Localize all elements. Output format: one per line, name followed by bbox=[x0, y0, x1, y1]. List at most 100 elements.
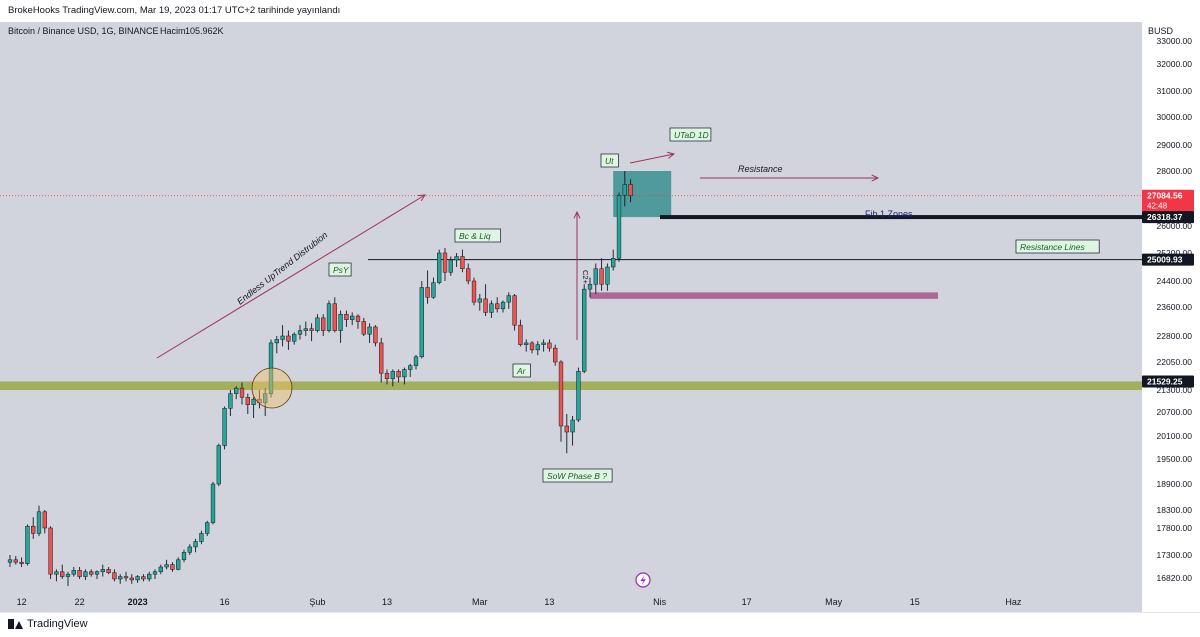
highlight-circle bbox=[251, 367, 293, 409]
candle-body bbox=[611, 258, 616, 268]
candle-body bbox=[587, 284, 593, 290]
candle bbox=[77, 566, 82, 579]
candle bbox=[25, 524, 30, 566]
candle-body bbox=[576, 371, 581, 421]
candle-body bbox=[42, 511, 47, 529]
candle bbox=[611, 249, 616, 271]
candle-body bbox=[309, 328, 314, 331]
candle-body bbox=[60, 571, 65, 577]
candle-body bbox=[89, 571, 94, 575]
candle bbox=[477, 294, 482, 311]
candle-body bbox=[7, 559, 13, 563]
candle-body bbox=[187, 546, 192, 553]
y-tick-label: 18900.00 bbox=[1157, 479, 1193, 489]
candle bbox=[135, 575, 140, 583]
candle bbox=[36, 505, 42, 537]
candle-body bbox=[245, 397, 250, 405]
candle bbox=[355, 314, 361, 329]
x-tick-label: Haz bbox=[1005, 597, 1022, 607]
candle bbox=[263, 388, 268, 416]
candle-body bbox=[141, 576, 146, 580]
candle bbox=[303, 321, 308, 336]
candle bbox=[367, 323, 372, 343]
candle-body bbox=[379, 342, 384, 374]
candle-body bbox=[205, 522, 210, 534]
lightning-icon[interactable] bbox=[635, 572, 651, 588]
symbol-title: Bitcoin / Binance USD, 1G, BINANCE bbox=[8, 26, 159, 36]
candle bbox=[390, 369, 395, 387]
candle bbox=[193, 538, 198, 553]
candle-body bbox=[570, 419, 575, 433]
candle bbox=[65, 571, 71, 587]
candle-body bbox=[292, 333, 297, 342]
candle bbox=[558, 360, 564, 442]
candle bbox=[442, 247, 448, 281]
candlestick-chart[interactable]: PsY Bc & Liq Ar SoW Phase B ? Ut UTaD 1D Resis… bbox=[0, 22, 1200, 612]
candle bbox=[361, 317, 366, 336]
candle bbox=[413, 355, 419, 370]
candle bbox=[448, 256, 453, 276]
candle bbox=[437, 249, 442, 285]
candle bbox=[402, 367, 407, 385]
candle-body bbox=[471, 280, 477, 303]
label-utad: UTaD 1D bbox=[669, 127, 712, 142]
candle-body bbox=[239, 387, 245, 398]
candle bbox=[257, 390, 262, 409]
candle bbox=[239, 382, 245, 405]
candle bbox=[599, 258, 604, 291]
y-tick-label: 20100.00 bbox=[1157, 431, 1193, 441]
candle bbox=[431, 277, 436, 299]
candle bbox=[147, 571, 152, 582]
candle bbox=[379, 337, 384, 383]
candle bbox=[83, 569, 88, 580]
y-tick-label: 21300.00 bbox=[1157, 385, 1193, 395]
candle bbox=[587, 277, 593, 298]
candle-body bbox=[286, 335, 291, 342]
candle-body bbox=[460, 256, 465, 269]
candle-body bbox=[321, 317, 326, 331]
attribution-text: BrokeHooks TradingView.com, Mar 19, 2023… bbox=[8, 5, 341, 16]
label-c2: C2+ bbox=[581, 270, 590, 285]
candle-body bbox=[419, 287, 424, 358]
currency-label: BUSD bbox=[1148, 26, 1174, 36]
candle bbox=[274, 336, 279, 354]
price-tag-timer: 42:48 bbox=[1147, 202, 1168, 211]
c2-arrow bbox=[573, 210, 581, 340]
candle-body bbox=[361, 321, 366, 335]
candle-body bbox=[176, 559, 181, 570]
candle-body bbox=[489, 303, 494, 313]
candle-body bbox=[263, 393, 268, 404]
candle bbox=[344, 310, 349, 327]
attribution-bar: BrokeHooks TradingView.com, Mar 19, 2023… bbox=[0, 0, 1200, 22]
candle-body bbox=[31, 525, 36, 534]
candle bbox=[547, 339, 552, 352]
candle bbox=[205, 520, 210, 537]
candle bbox=[454, 253, 459, 267]
y-tick-label: 19500.00 bbox=[1157, 454, 1193, 464]
plot-background bbox=[0, 22, 1142, 612]
y-tick-label: 29000.00 bbox=[1157, 140, 1193, 150]
y-tick-label: 18300.00 bbox=[1157, 505, 1193, 515]
price-axis-background bbox=[1142, 22, 1200, 612]
candle bbox=[471, 277, 477, 306]
resistance-arrow bbox=[700, 174, 880, 182]
candle-body bbox=[65, 573, 71, 577]
candle bbox=[234, 386, 239, 400]
candle bbox=[315, 314, 320, 333]
candle bbox=[42, 510, 47, 534]
candle bbox=[500, 300, 506, 313]
candle bbox=[216, 443, 221, 487]
y-axis: 16820.00 17300.00 17800.00 18300.00 18900.00… bbox=[1157, 36, 1193, 583]
candle bbox=[48, 526, 53, 579]
candle bbox=[222, 406, 227, 450]
candle-body bbox=[593, 268, 598, 285]
price-tag: 21529.25 bbox=[1142, 375, 1194, 388]
tradingview-logo[interactable]: TradingView bbox=[8, 618, 88, 630]
price-tag: 25009.93 bbox=[1142, 253, 1194, 266]
candle-body bbox=[210, 483, 216, 523]
candle bbox=[309, 323, 314, 342]
fib-line bbox=[660, 215, 1142, 220]
candle-body bbox=[100, 569, 105, 573]
candle-body bbox=[36, 511, 42, 534]
x-tick-label: 13 bbox=[382, 597, 392, 607]
